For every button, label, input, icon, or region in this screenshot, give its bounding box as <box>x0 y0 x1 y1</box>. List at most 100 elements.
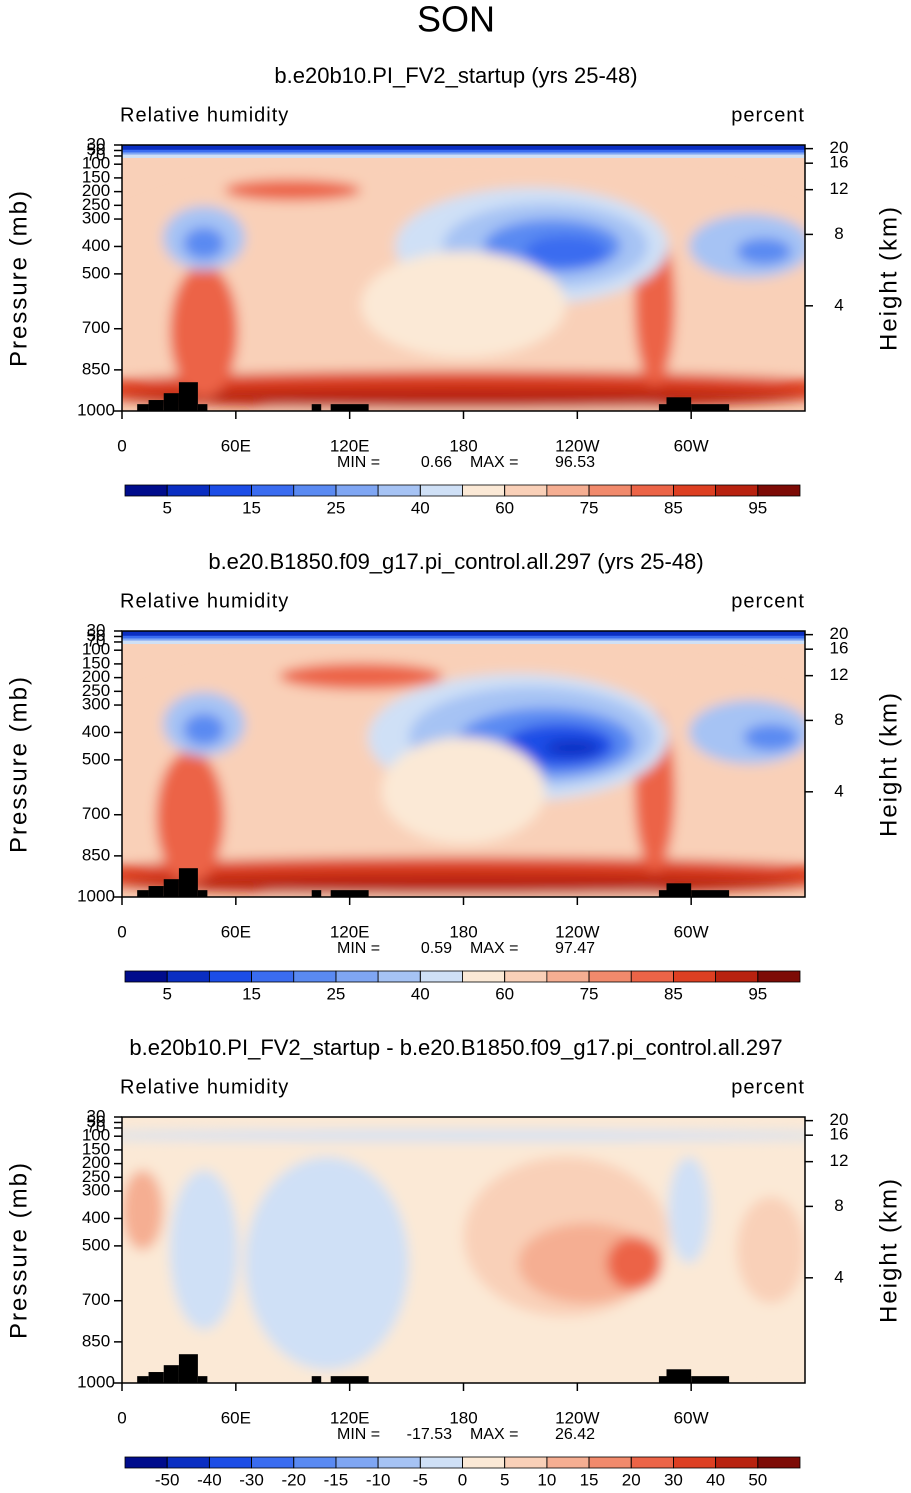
x-tick-label: 60W <box>674 436 709 455</box>
x-tick-label: 0 <box>117 436 126 455</box>
colorbar-box <box>419 970 463 983</box>
topography <box>197 404 208 411</box>
colorbar-label: 20 <box>622 1470 641 1489</box>
colorbar-box <box>166 484 210 497</box>
topography <box>163 1365 179 1383</box>
colorbar-box <box>166 970 210 983</box>
colorbar-box <box>715 970 759 983</box>
colorbar-box <box>504 1456 548 1469</box>
topography <box>658 890 667 897</box>
y-tick-label: 300 <box>82 1181 110 1200</box>
colorbar-box <box>251 970 295 983</box>
x-tick-label: 180 <box>449 922 477 941</box>
max-value: 26.42 <box>555 1426 595 1443</box>
field-blob <box>224 179 362 201</box>
colorbar-label: 85 <box>664 984 683 1003</box>
colorbar-box <box>377 970 421 983</box>
y-tick-label: 250 <box>82 681 110 700</box>
y2-tick-label: 12 <box>830 665 849 684</box>
y2-tick-label: 4 <box>834 781 843 800</box>
panel-title: b.e20.B1850.f09_g17.pi_control.all.297 (… <box>208 549 703 574</box>
colorbar-box <box>293 1456 337 1469</box>
strat-band <box>122 149 805 154</box>
colorbar-box <box>673 970 717 983</box>
topography <box>137 1376 149 1383</box>
panel-title: b.e20b10.PI_FV2_startup (yrs 25-48) <box>274 63 637 88</box>
min-label: MIN = <box>337 454 380 471</box>
colorbar-label: -30 <box>239 1470 264 1489</box>
min-label: MIN = <box>337 940 380 957</box>
field-shapes <box>122 1117 805 1383</box>
topography <box>330 890 369 897</box>
y-axis-label: Pressure (mb) <box>5 675 32 853</box>
y-tick-label: 850 <box>82 845 110 864</box>
y-tick-label: 30 <box>87 134 106 153</box>
colorbar-box <box>630 484 674 497</box>
y2-tick-label: 8 <box>834 1196 843 1215</box>
field-blob <box>736 238 792 265</box>
y-tick-label: 200 <box>82 667 110 686</box>
colorbar-box <box>335 1456 379 1469</box>
y2-tick-label: 4 <box>834 295 843 314</box>
colorbar-box <box>335 484 379 497</box>
field-blob <box>381 737 546 844</box>
colorbar-box <box>124 1456 168 1469</box>
colorbar-box <box>715 484 759 497</box>
left-string: Relative humidity <box>120 1076 289 1098</box>
colorbar-box <box>377 484 421 497</box>
strat-band <box>122 638 805 642</box>
strat-band <box>122 631 805 637</box>
figure-title: SON <box>417 0 495 40</box>
x-tick-label: 180 <box>449 1408 477 1427</box>
x-tick-label: 60W <box>674 922 709 941</box>
colorbar-label: 40 <box>411 984 430 1003</box>
strat-band <box>122 640 805 644</box>
colorbar-label: 50 <box>748 1470 767 1489</box>
y-tick-label: 1000 <box>77 400 115 419</box>
colorbar-label: 5 <box>500 1470 509 1489</box>
panel: b.e20.B1850.f09_g17.pi_control.all.297 (… <box>5 549 902 1004</box>
max-value: 97.47 <box>555 940 595 957</box>
colorbar-box <box>462 1456 506 1469</box>
x-tick-label: 60E <box>221 436 251 455</box>
y2-tick-label: 8 <box>834 710 843 729</box>
y-tick-label: 250 <box>82 1167 110 1186</box>
colorbar-box <box>208 484 252 497</box>
field-blob <box>156 750 225 884</box>
y2-axis-label: Height (km) <box>875 205 902 351</box>
y-tick-label: 400 <box>82 722 110 741</box>
colorbar-box <box>419 1456 463 1469</box>
colorbar-box <box>588 1456 632 1469</box>
topography <box>330 404 369 411</box>
max-label: MAX = <box>470 1426 518 1443</box>
left-string: Relative humidity <box>120 590 289 612</box>
y-tick-label: 400 <box>82 1208 110 1227</box>
colorbar-label: 85 <box>664 498 683 517</box>
colorbar-box <box>504 970 548 983</box>
y-tick-label: 100 <box>82 640 110 659</box>
colorbar-box <box>673 1456 717 1469</box>
topography <box>197 890 208 897</box>
y-tick-label: 150 <box>82 167 110 186</box>
colorbar-box <box>546 484 590 497</box>
field <box>122 145 805 411</box>
y-tick-label: 50 <box>87 140 106 159</box>
y-tick-label: 1000 <box>77 1372 115 1391</box>
field <box>122 631 805 897</box>
colorbar-box <box>546 970 590 983</box>
field-blob <box>122 1130 805 1141</box>
y2-tick-label: 12 <box>830 1151 849 1170</box>
y-tick-label: 1000 <box>77 886 115 905</box>
field-shapes <box>122 158 805 411</box>
min-value: 0.59 <box>421 940 452 957</box>
topography <box>137 890 149 897</box>
colorbar-label: 15 <box>242 498 261 517</box>
y2-tick-label: 4 <box>834 1267 843 1286</box>
colorbar-label: 60 <box>495 984 514 1003</box>
y2-axis-label: Height (km) <box>875 691 902 837</box>
colorbar-box <box>251 1456 295 1469</box>
colorbar-box <box>630 1456 674 1469</box>
y-tick-label: 50 <box>87 626 106 645</box>
y-tick-label: 500 <box>82 263 110 282</box>
topography <box>311 1376 322 1383</box>
